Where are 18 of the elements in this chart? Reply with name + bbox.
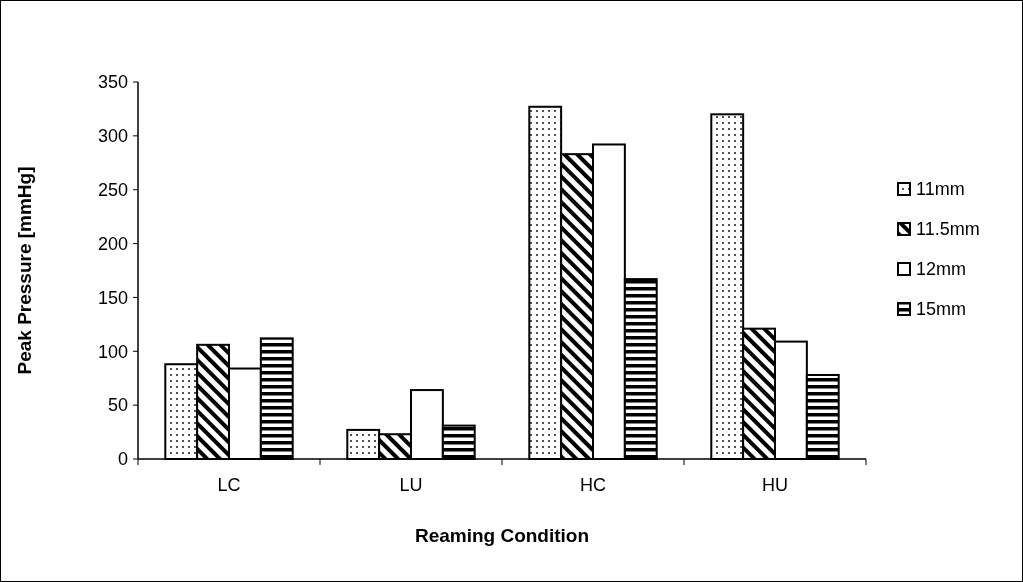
- y-tick-label: 150: [97, 287, 128, 308]
- legend-label: 11.5mm: [916, 219, 980, 240]
- x-tick-label: HC: [580, 475, 606, 495]
- y-tick-label: 350: [97, 72, 128, 93]
- x-tick-label: LC: [217, 475, 241, 495]
- y-tick-label: 250: [97, 180, 128, 201]
- y-axis-title: Peak Pressure [mmHg]: [14, 166, 35, 375]
- y-tick-label: 300: [97, 126, 128, 147]
- x-tick-label: HU: [762, 475, 788, 495]
- y-tick-label: 0: [117, 449, 128, 470]
- legend-label: 12mm: [916, 259, 967, 280]
- legend-label: 15mm: [916, 299, 967, 320]
- x-tick-label: LU: [399, 475, 423, 495]
- y-tick-label: 200: [97, 233, 128, 254]
- x-axis-title: Reaming Condition: [414, 525, 590, 546]
- legend-label: 11mm: [916, 179, 965, 200]
- y-tick-label: 50: [107, 395, 128, 416]
- y-tick-label: 100: [97, 341, 128, 362]
